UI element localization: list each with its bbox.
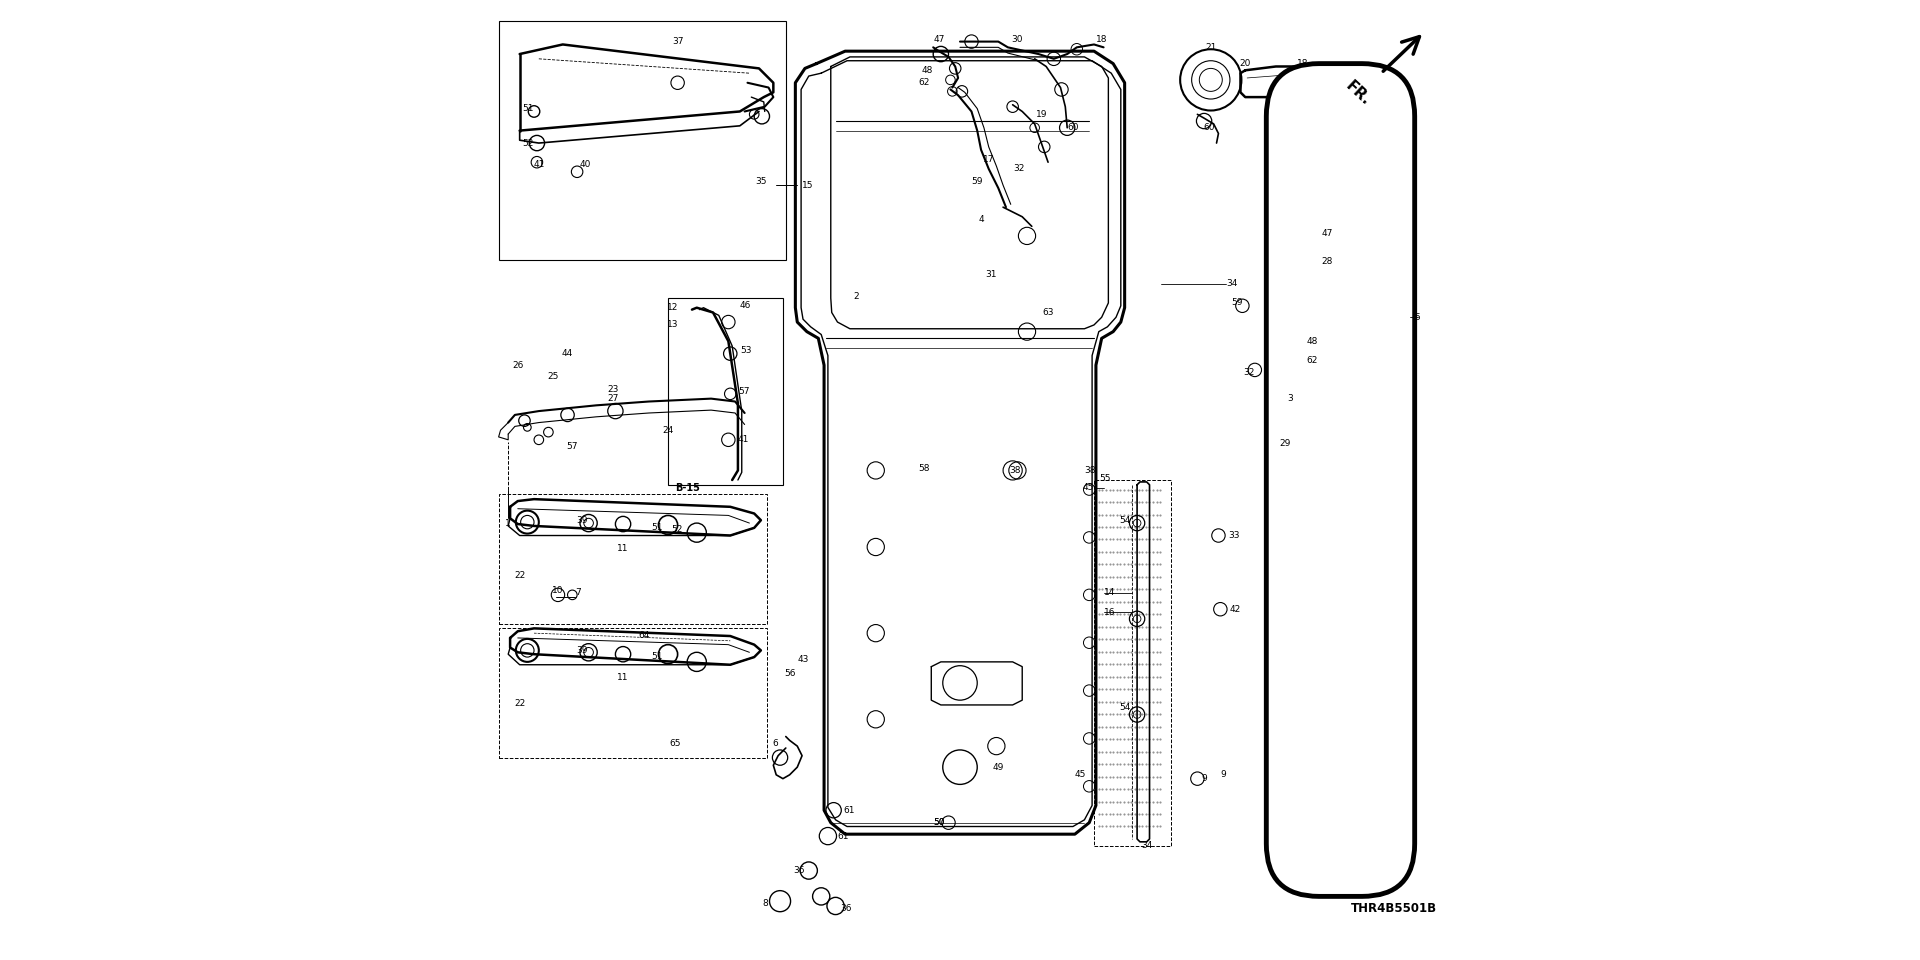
Text: 62: 62 (918, 79, 929, 87)
Text: 65: 65 (668, 739, 680, 748)
Text: 49: 49 (993, 762, 1004, 772)
Bar (668, 299, 783, 485)
Text: 24: 24 (662, 425, 674, 435)
Text: 27: 27 (609, 395, 618, 403)
Text: 4: 4 (979, 215, 983, 224)
Bar (499, 494, 766, 624)
Text: 12: 12 (666, 303, 678, 312)
Text: 36: 36 (841, 904, 852, 913)
Text: 23: 23 (609, 385, 618, 394)
Text: 14: 14 (1104, 588, 1116, 597)
Text: 61: 61 (837, 831, 849, 841)
Text: 11: 11 (618, 673, 630, 682)
Text: 40: 40 (580, 159, 591, 169)
Text: 54: 54 (1119, 516, 1131, 525)
Text: 63: 63 (1043, 308, 1054, 317)
Text: 22: 22 (515, 571, 526, 580)
Text: 25: 25 (547, 372, 559, 381)
Text: 32: 32 (1014, 164, 1025, 174)
Text: 46: 46 (739, 301, 751, 310)
Text: 41: 41 (534, 159, 545, 169)
Text: 10: 10 (553, 586, 564, 594)
Text: 21: 21 (1206, 43, 1217, 52)
Text: 57: 57 (566, 442, 578, 451)
Text: 39: 39 (576, 516, 588, 525)
Text: 18: 18 (1096, 36, 1108, 44)
Text: 22: 22 (515, 700, 526, 708)
Text: 59: 59 (1231, 299, 1242, 307)
Text: 62: 62 (1306, 356, 1317, 365)
Text: B-15: B-15 (674, 483, 699, 492)
Text: 16: 16 (1104, 608, 1116, 616)
Text: 53: 53 (739, 347, 751, 355)
Text: 47: 47 (933, 36, 945, 44)
Text: 17: 17 (983, 155, 995, 164)
Text: 2: 2 (854, 292, 860, 300)
Text: 50: 50 (933, 818, 945, 828)
Text: 61: 61 (843, 805, 854, 815)
Text: 38: 38 (1010, 466, 1021, 475)
Text: 13: 13 (666, 321, 678, 329)
Text: 48: 48 (922, 66, 933, 75)
Text: 33: 33 (1229, 531, 1240, 540)
Text: 55: 55 (1098, 473, 1110, 483)
Text: 34: 34 (1227, 279, 1238, 288)
Text: 31: 31 (985, 270, 996, 278)
FancyBboxPatch shape (1267, 63, 1415, 897)
Text: 19: 19 (1035, 109, 1046, 119)
Text: 60: 60 (1068, 123, 1079, 132)
Bar (499, 629, 766, 757)
Text: 34: 34 (1140, 841, 1152, 851)
Text: 48: 48 (1306, 337, 1317, 346)
Bar (499, 20, 785, 260)
Text: 47: 47 (1321, 228, 1332, 237)
Text: 41: 41 (737, 435, 749, 444)
Text: 6: 6 (772, 739, 778, 748)
Text: 11: 11 (618, 544, 630, 553)
Text: 60: 60 (1204, 123, 1215, 132)
Text: THR4B5501B: THR4B5501B (1350, 902, 1436, 915)
Text: 7: 7 (576, 588, 582, 597)
Text: 52: 52 (670, 525, 682, 535)
Text: 1: 1 (505, 518, 511, 528)
Text: 52: 52 (522, 138, 534, 148)
Text: 57: 57 (737, 388, 749, 396)
Text: 64: 64 (639, 631, 649, 639)
Bar (1094, 480, 1171, 846)
Text: 37: 37 (672, 37, 684, 46)
Text: 9: 9 (1202, 774, 1208, 783)
Text: 42: 42 (1231, 605, 1240, 613)
Text: 45: 45 (1075, 770, 1087, 780)
Text: 9: 9 (1221, 770, 1227, 780)
Text: 45: 45 (1083, 483, 1094, 492)
Text: 50: 50 (933, 818, 945, 828)
Text: 29: 29 (1281, 439, 1290, 448)
Text: FR.: FR. (1342, 78, 1373, 108)
Text: 39: 39 (576, 646, 588, 655)
Text: 30: 30 (1012, 36, 1023, 44)
Text: 26: 26 (513, 361, 524, 370)
Text: 58: 58 (918, 464, 929, 473)
Text: 8: 8 (762, 899, 768, 907)
Text: 5: 5 (1415, 313, 1421, 322)
Text: 36: 36 (793, 866, 804, 876)
Text: 3: 3 (1288, 395, 1292, 403)
Text: 59: 59 (972, 177, 983, 186)
Text: 54: 54 (1119, 704, 1131, 712)
Text: 15: 15 (803, 180, 814, 190)
Text: 38: 38 (1085, 466, 1096, 475)
Text: 18: 18 (1296, 60, 1308, 68)
Text: 35: 35 (755, 177, 766, 186)
Text: 32: 32 (1244, 369, 1256, 377)
Text: 51: 51 (651, 652, 662, 660)
Text: 56: 56 (783, 669, 795, 678)
Text: 51: 51 (651, 523, 662, 533)
Text: 28: 28 (1321, 257, 1332, 266)
Text: 44: 44 (563, 349, 574, 358)
Text: 43: 43 (797, 656, 808, 664)
Text: 20: 20 (1240, 60, 1252, 68)
Text: 51: 51 (522, 104, 534, 113)
